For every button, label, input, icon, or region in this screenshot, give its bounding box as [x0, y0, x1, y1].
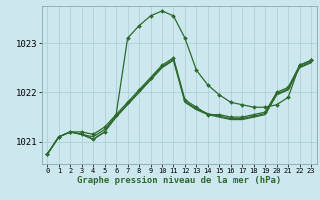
X-axis label: Graphe pression niveau de la mer (hPa): Graphe pression niveau de la mer (hPa)	[77, 176, 281, 185]
